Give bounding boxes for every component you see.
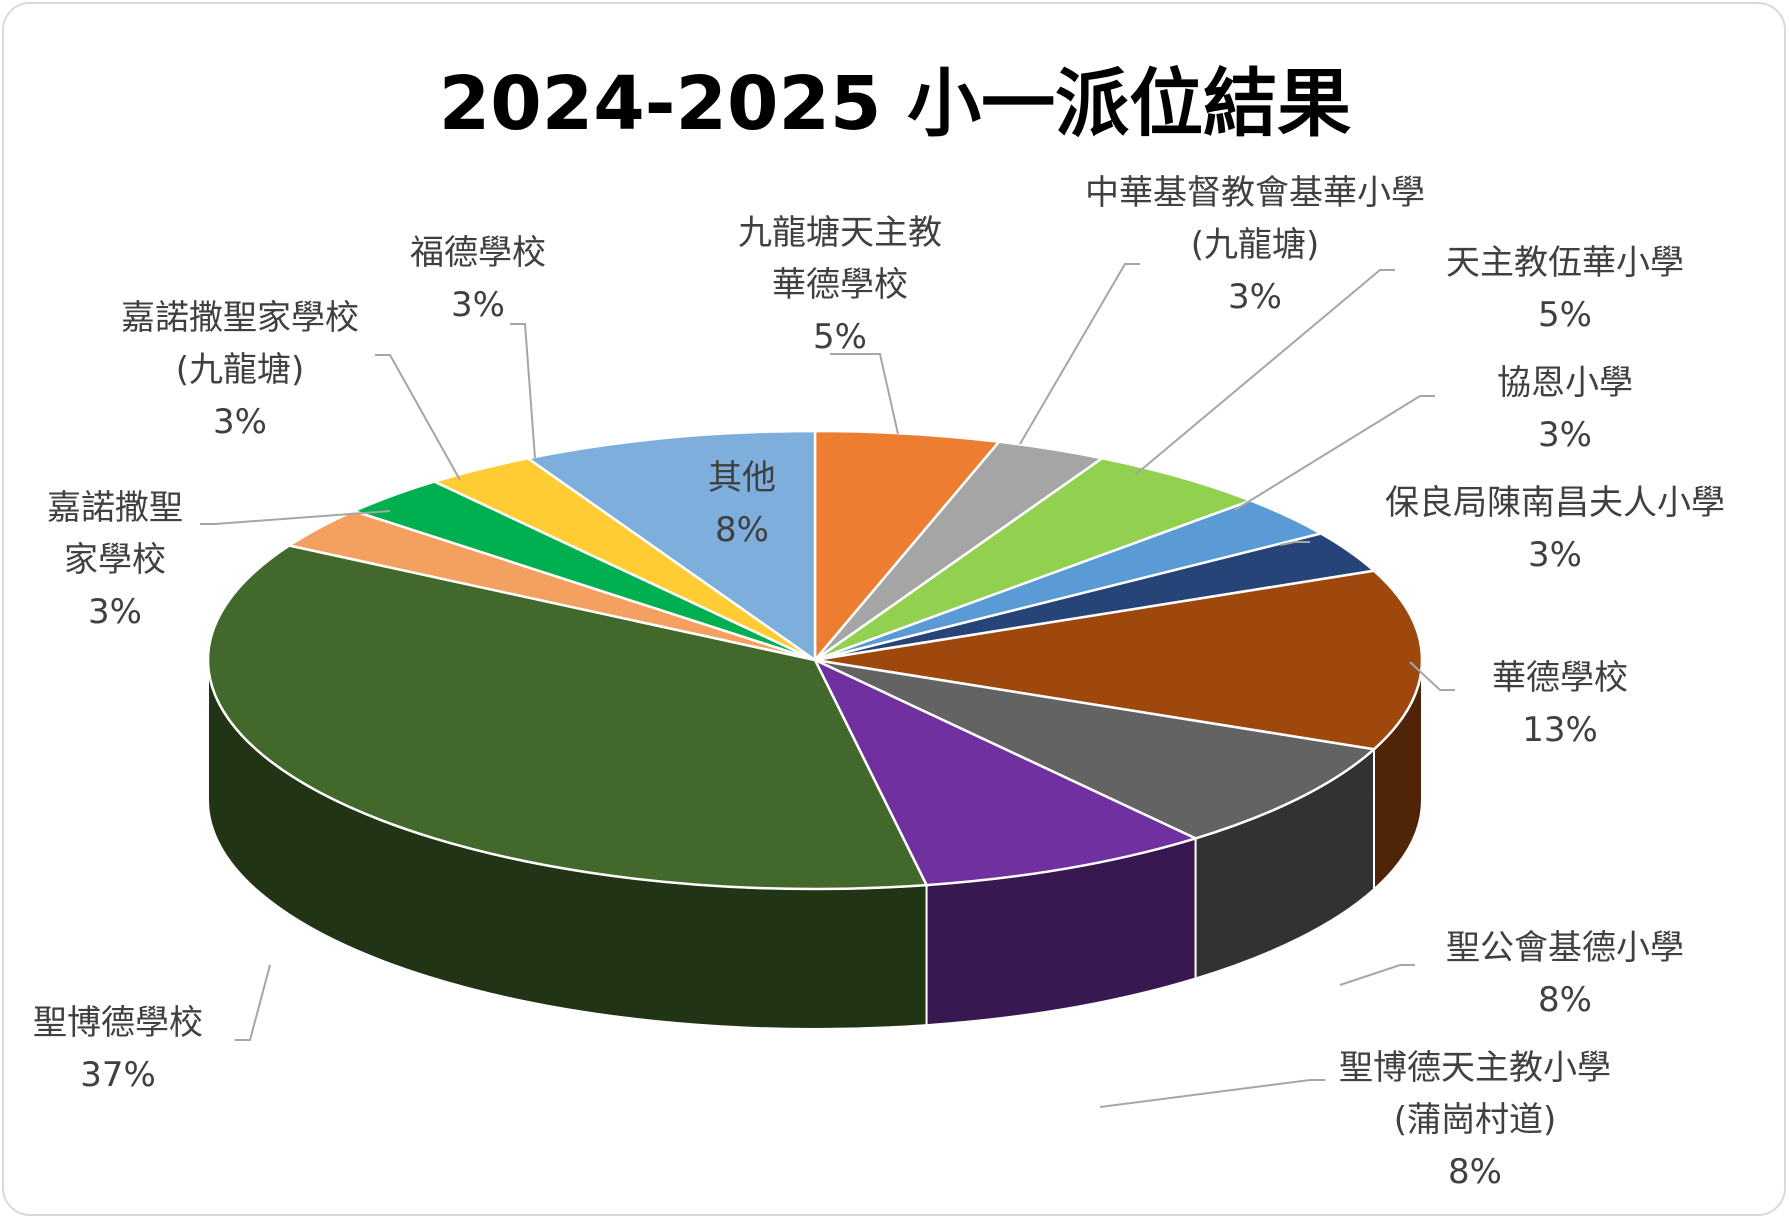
leader-line-聖公會基德小學	[1339, 964, 1415, 986]
slice-label: 九龍塘天主教	[738, 213, 942, 253]
slice-label: 天主教伍華小學	[1446, 243, 1684, 283]
slice-label: 家學校	[64, 540, 166, 580]
slice-label: (九龍塘)	[1191, 225, 1320, 265]
slice-percent: 3%	[88, 592, 142, 632]
slice-percent: 5%	[1538, 295, 1592, 335]
pie-slice-聖博德天主教小學-(蒲崗村道)	[812, 657, 1200, 887]
slice-label: 協恩小學	[1497, 363, 1633, 403]
slice-label: 聖公會基德小學	[1446, 928, 1684, 968]
slice-percent: 3%	[213, 402, 267, 442]
slice-percent: 3%	[1528, 535, 1582, 575]
slice-label: 華德學校	[772, 265, 908, 305]
leader-line-嘉諾撒聖-家學校	[200, 510, 391, 525]
slice-percent: 3%	[451, 285, 505, 325]
slice-label: 保良局陳南昌夫人小學	[1385, 483, 1725, 523]
pie-slice-其他	[524, 429, 817, 663]
pie-slice-天主教伍華小學	[814, 456, 1255, 662]
leader-line-聖博德學校	[235, 964, 271, 1041]
slice-percent: 37%	[80, 1055, 156, 1095]
slice-percent: 3%	[1228, 277, 1282, 317]
slice-percent: 8%	[1538, 980, 1592, 1020]
slice-label: 其他	[708, 458, 776, 498]
slice-percent: 13%	[1522, 710, 1598, 750]
leader-line-華德學校	[1409, 661, 1455, 691]
leader-line-保良局陳南昌夫人小學	[1279, 541, 1310, 546]
slice-label: (蒲崗村道)	[1394, 1100, 1557, 1140]
leader-line-福德學校	[510, 323, 536, 459]
leader-line-嘉諾撒聖家學校-(九龍塘)	[375, 354, 461, 481]
slice-label: 華德學校	[1492, 658, 1628, 698]
pie-slice-聖博德學校	[206, 544, 929, 891]
slice-label: 中華基督教會基華小學	[1085, 173, 1425, 213]
pie-slice-華德學校	[814, 569, 1424, 751]
slice-label: (九龍塘)	[176, 350, 305, 390]
pie-top	[206, 429, 1424, 891]
leader-line-天主教伍華小學	[1134, 269, 1395, 476]
pie-slice-九龍塘天主教-華德學校	[813, 429, 1002, 664]
leader-line-聖博德天主教小學-(蒲崗村道)	[1099, 1079, 1325, 1108]
slice-label: 福德學校	[410, 233, 546, 273]
slice-percent: 8%	[715, 510, 769, 550]
pie-slice-聖公會基德小學	[814, 658, 1377, 840]
slice-label: 聖博德學校	[33, 1003, 203, 1043]
slice-percent: 3%	[1538, 415, 1592, 455]
slice-percent: 5%	[813, 317, 867, 357]
slice-label: 嘉諾撒聖家學校	[121, 298, 359, 338]
leader-line-九龍塘天主教-華德學校	[830, 353, 899, 435]
slice-label: 聖博德天主教小學	[1339, 1048, 1611, 1088]
leader-line-協恩小學	[1234, 395, 1435, 511]
data-labels: 九龍塘天主教華德學校5%中華基督教會基華小學(九龍塘)3%天主教伍華小學5%協恩…	[33, 173, 1725, 1192]
slice-percent: 8%	[1448, 1152, 1502, 1192]
leader-line-中華基督教會基華小學-(九龍塘)	[1019, 263, 1140, 445]
slice-label: 嘉諾撒聖	[47, 488, 183, 528]
chart-title: 2024-2025 小一派位結果	[438, 61, 1352, 147]
